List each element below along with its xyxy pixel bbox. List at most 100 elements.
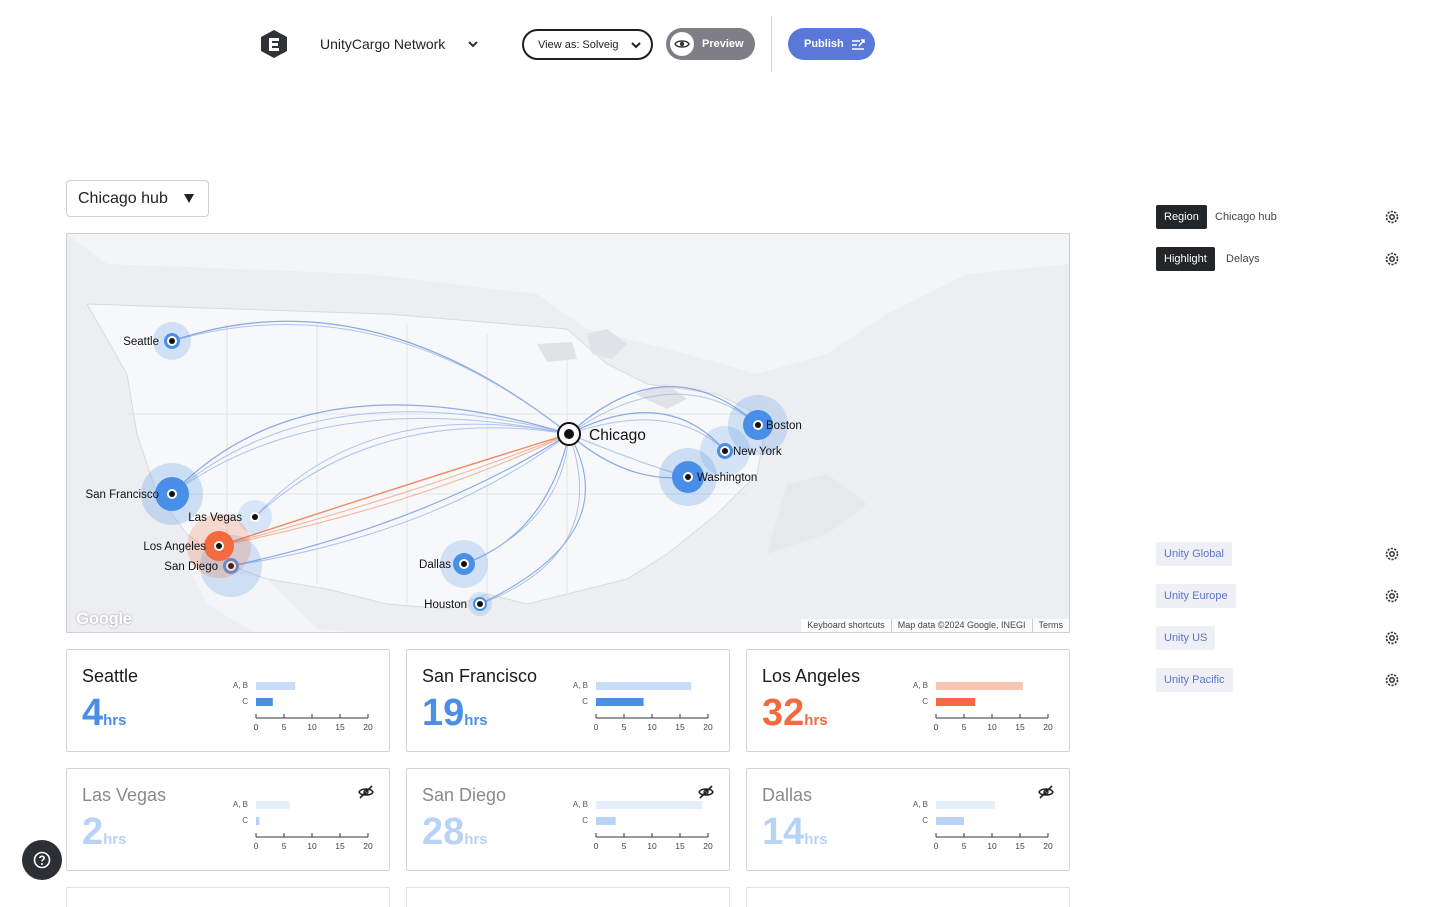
- x-tick-label: 10: [647, 722, 657, 732]
- preview-button[interactable]: Preview: [666, 28, 755, 60]
- card-city-name: Las Vegas: [82, 785, 167, 805]
- bar-label-c: C: [242, 697, 248, 706]
- gear-icon[interactable]: [1384, 209, 1400, 225]
- bar-label-ab: A, B: [913, 681, 928, 690]
- card-duration-unit: hrs: [103, 831, 127, 848]
- mini-bar-chart: A, B C 0 5 10 15 20: [573, 800, 713, 851]
- x-tick-label: 5: [962, 841, 967, 851]
- bar-c: [936, 698, 976, 706]
- map-canvas[interactable]: Seattle San Francisco Las Vegas Los Ange…: [67, 234, 1070, 633]
- map-attribution: Keyboard shortcuts Map data ©2024 Google…: [801, 619, 1069, 632]
- card-duration: 19hrs: [422, 691, 488, 743]
- bar-ab: [596, 682, 692, 690]
- city-card[interactable]: Dallas 14hrs A, B C 0 5 10 15 20: [746, 768, 1070, 871]
- publish-button[interactable]: Publish: [788, 28, 875, 60]
- mini-bar-chart: A, B C 0 5 10 15 20: [233, 681, 373, 732]
- gear-icon[interactable]: [1384, 672, 1400, 688]
- x-tick-label: 5: [622, 841, 627, 851]
- city-labels: Seattle San Francisco Las Vegas Los Ange…: [85, 336, 801, 611]
- card-duration-unit: hrs: [103, 712, 127, 729]
- group-unity-us[interactable]: Unity US: [1156, 626, 1400, 650]
- gear-icon[interactable]: [1384, 546, 1400, 562]
- eye-off-icon[interactable]: [697, 783, 715, 801]
- toolbar-divider: [771, 16, 772, 72]
- group-unity-europe[interactable]: Unity Europe: [1156, 584, 1400, 608]
- app-logo-icon[interactable]: [258, 28, 290, 60]
- gear-icon[interactable]: [1384, 588, 1400, 604]
- keyboard-shortcuts-link[interactable]: Keyboard shortcuts: [807, 620, 885, 630]
- card-duration: 14hrs: [762, 810, 828, 862]
- card-partial: [406, 887, 730, 907]
- label-boston: Boston: [766, 420, 802, 432]
- card-partial: [746, 887, 1070, 907]
- card-city-name: Los Angeles: [762, 666, 861, 686]
- card-city-name: Dallas: [762, 785, 813, 805]
- city-card[interactable]: Seattle 4hrs A, B C 0 5 10 15 20: [66, 649, 390, 752]
- bar-label-c: C: [582, 816, 588, 825]
- x-tick-label: 15: [1015, 722, 1025, 732]
- chip-highlight[interactable]: Highlight: [1156, 247, 1215, 271]
- x-tick-label: 20: [363, 722, 373, 732]
- city-card[interactable]: Los Angeles 32hrs A, B C 0 5 10 15 20: [746, 649, 1070, 752]
- label-seattle: Seattle: [123, 336, 159, 348]
- card-city-name: Seattle: [82, 666, 139, 686]
- chip-unity-pacific[interactable]: Unity Pacific: [1156, 668, 1233, 692]
- x-tick-label: 15: [335, 722, 345, 732]
- x-tick-label: 5: [962, 722, 967, 732]
- view-as-label: View as: Solveig: [538, 38, 619, 51]
- city-card[interactable]: San Francisco 19hrs A, B C 0 5 10 15 20: [406, 649, 730, 752]
- bar-label-c: C: [922, 697, 928, 706]
- city-markers[interactable]: [141, 322, 788, 616]
- card-duration: 2hrs: [82, 810, 126, 862]
- chip-unity-europe[interactable]: Unity Europe: [1156, 584, 1236, 608]
- x-tick-label: 15: [1015, 841, 1025, 851]
- chevron-down-icon[interactable]: [466, 37, 480, 51]
- x-tick-label: 10: [307, 722, 317, 732]
- mini-bar-chart: A, B C 0 5 10 15 20: [913, 800, 1053, 851]
- filter-region[interactable]: Region Chicago hub: [1156, 205, 1400, 229]
- x-tick-label: 0: [934, 841, 939, 851]
- bar-label-ab: A, B: [913, 800, 928, 809]
- x-tick-label: 10: [647, 841, 657, 851]
- city-card[interactable]: San Diego 28hrs A, B C 0 5 10 15 20: [406, 768, 730, 871]
- card-duration-value: 4: [82, 692, 104, 734]
- help-button[interactable]: [22, 840, 62, 880]
- gear-icon[interactable]: [1384, 630, 1400, 646]
- bar-c: [256, 698, 273, 706]
- gear-icon[interactable]: [1384, 251, 1400, 267]
- x-tick-label: 5: [622, 722, 627, 732]
- group-unity-pacific[interactable]: Unity Pacific: [1156, 668, 1400, 692]
- card-duration-value: 2: [82, 811, 104, 853]
- label-dallas: Dallas: [419, 559, 451, 571]
- city-card[interactable]: Las Vegas 2hrs A, B C 0 5 10 15 20: [66, 768, 390, 871]
- mini-bar-chart: A, B C 0 5 10 15 20: [573, 681, 713, 732]
- filter-highlight[interactable]: Highlight Delays: [1156, 247, 1400, 271]
- bar-label-c: C: [242, 816, 248, 825]
- view-as-dropdown[interactable]: View as: Solveig: [522, 29, 653, 60]
- chip-region[interactable]: Region: [1156, 205, 1207, 229]
- bar-label-c: C: [582, 697, 588, 706]
- x-tick-label: 20: [703, 841, 713, 851]
- chip-unity-global[interactable]: Unity Global: [1156, 542, 1232, 566]
- x-tick-label: 20: [1043, 841, 1053, 851]
- network-name[interactable]: UnityCargo Network: [320, 36, 446, 52]
- terms-link[interactable]: Terms: [1031, 619, 1070, 632]
- label-chicago-hub: Chicago: [589, 427, 646, 444]
- google-logo: Google: [76, 609, 132, 628]
- x-tick-label: 0: [594, 841, 599, 851]
- chip-unity-us[interactable]: Unity US: [1156, 626, 1216, 650]
- route-map[interactable]: Seattle San Francisco Las Vegas Los Ange…: [66, 233, 1070, 633]
- x-tick-label: 0: [254, 841, 259, 851]
- card-duration-unit: hrs: [804, 712, 828, 729]
- eye-off-icon[interactable]: [357, 783, 375, 801]
- hub-selector[interactable]: Chicago hub: [66, 180, 209, 217]
- group-unity-global[interactable]: Unity Global: [1156, 542, 1400, 566]
- bar-ab: [936, 682, 1023, 690]
- bar-c: [256, 817, 260, 825]
- card-duration-value: 14: [762, 811, 805, 853]
- eye-off-icon[interactable]: [1037, 783, 1055, 801]
- card-duration-unit: hrs: [464, 712, 488, 729]
- help-icon: [33, 851, 51, 869]
- routes: [171, 320, 759, 605]
- x-tick-label: 15: [675, 841, 685, 851]
